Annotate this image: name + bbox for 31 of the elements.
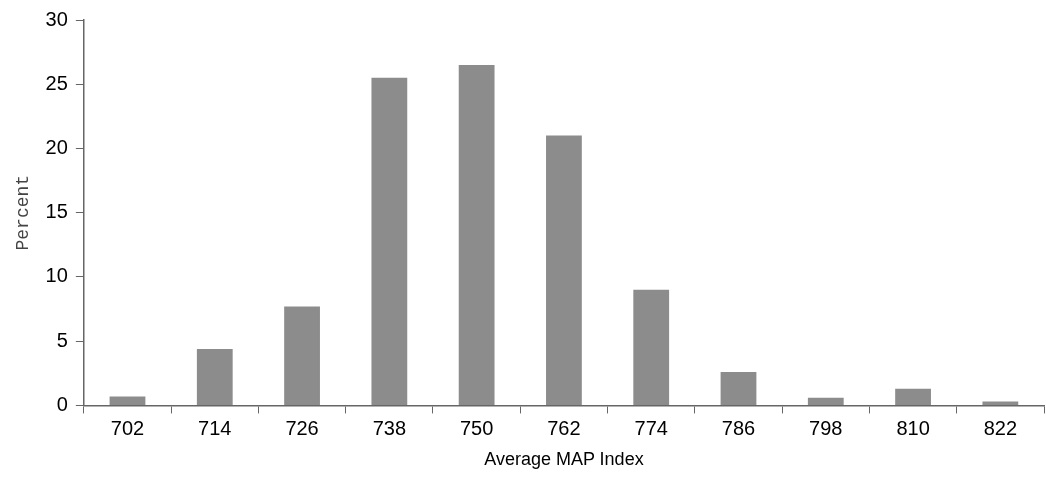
bar <box>109 396 146 405</box>
bar <box>546 135 582 405</box>
x-axis-title: Average MAP Index <box>484 449 644 470</box>
x-tick-label: 750 <box>459 416 494 439</box>
bar <box>458 64 495 405</box>
bar <box>720 372 757 405</box>
x-tick-label: 738 <box>372 416 407 439</box>
bar <box>982 401 1019 405</box>
y-tick-label: 20 <box>45 135 68 158</box>
x-tick-label: 810 <box>896 416 930 439</box>
x-tick-label: 714 <box>198 416 232 439</box>
bar <box>196 348 233 405</box>
y-tick-label: 25 <box>45 71 68 94</box>
x-tick-label: 822 <box>983 416 1018 439</box>
y-axis-title: Percent <box>12 174 33 251</box>
y-tick-label: 10 <box>45 264 68 287</box>
x-tick-label: 726 <box>285 416 319 439</box>
y-tick-label: 30 <box>45 7 68 30</box>
bar <box>284 306 320 405</box>
bar <box>807 397 844 405</box>
x-tick-label: 702 <box>110 416 145 439</box>
bar <box>371 77 408 405</box>
x-tick-label: 786 <box>721 416 756 439</box>
y-tick-label: 15 <box>45 200 68 223</box>
x-tick-label: 798 <box>809 416 843 439</box>
x-tick-label: 774 <box>634 416 668 439</box>
bar <box>633 289 670 405</box>
bar <box>895 388 931 405</box>
y-tick-label: 0 <box>56 392 68 415</box>
y-tick-label: 5 <box>56 328 68 351</box>
x-tick-label: 762 <box>547 416 581 439</box>
